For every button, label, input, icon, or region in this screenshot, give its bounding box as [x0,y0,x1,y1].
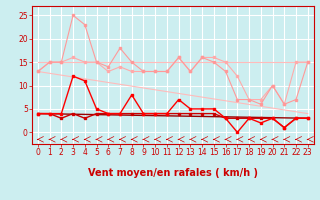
X-axis label: Vent moyen/en rafales ( km/h ): Vent moyen/en rafales ( km/h ) [88,168,258,178]
